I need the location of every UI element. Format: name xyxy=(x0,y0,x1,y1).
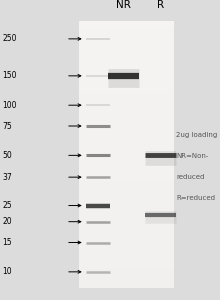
Bar xyxy=(79,201,174,208)
Bar xyxy=(79,68,174,74)
Bar xyxy=(79,34,174,41)
Bar xyxy=(79,154,174,161)
Text: 37: 37 xyxy=(2,173,12,182)
Bar xyxy=(79,161,174,168)
Bar xyxy=(79,181,174,188)
Bar xyxy=(79,281,174,288)
Bar xyxy=(79,54,174,61)
Bar xyxy=(79,88,174,94)
Bar xyxy=(79,168,174,175)
Bar xyxy=(79,255,174,261)
Text: 15: 15 xyxy=(2,238,12,247)
Bar xyxy=(79,94,174,101)
Bar xyxy=(79,81,174,88)
Text: R: R xyxy=(157,1,164,10)
Text: 250: 250 xyxy=(2,34,17,43)
Bar xyxy=(79,108,174,114)
Bar xyxy=(79,141,174,148)
Text: reduced: reduced xyxy=(176,174,204,180)
Bar xyxy=(79,188,174,195)
Bar xyxy=(79,241,174,248)
Bar xyxy=(79,268,174,275)
Text: 150: 150 xyxy=(2,71,17,80)
Text: NR=Non-: NR=Non- xyxy=(176,153,208,159)
Bar xyxy=(79,134,174,141)
Bar xyxy=(79,261,174,268)
Text: 20: 20 xyxy=(2,217,12,226)
Text: 10: 10 xyxy=(2,267,12,276)
Text: R=reduced: R=reduced xyxy=(176,195,215,201)
Bar xyxy=(79,221,174,228)
Bar xyxy=(79,175,174,181)
Bar xyxy=(79,195,174,201)
Text: 100: 100 xyxy=(2,101,17,110)
Bar xyxy=(79,235,174,241)
Bar xyxy=(79,114,174,121)
Bar xyxy=(79,74,174,81)
Text: 50: 50 xyxy=(2,151,12,160)
Bar xyxy=(79,148,174,154)
Bar xyxy=(79,21,174,28)
Bar xyxy=(79,101,174,108)
Text: 2ug loading: 2ug loading xyxy=(176,132,217,138)
Text: 75: 75 xyxy=(2,122,12,130)
Bar xyxy=(79,214,174,221)
Text: 25: 25 xyxy=(2,201,12,210)
Bar xyxy=(79,228,174,235)
Bar xyxy=(79,275,174,281)
Bar xyxy=(79,61,174,68)
FancyBboxPatch shape xyxy=(79,21,174,288)
Bar xyxy=(79,248,174,255)
Bar xyxy=(79,28,174,34)
Bar xyxy=(79,41,174,48)
Bar xyxy=(79,121,174,128)
Bar xyxy=(79,48,174,54)
Bar xyxy=(79,208,174,214)
Bar xyxy=(79,128,174,134)
Text: NR: NR xyxy=(116,1,131,10)
